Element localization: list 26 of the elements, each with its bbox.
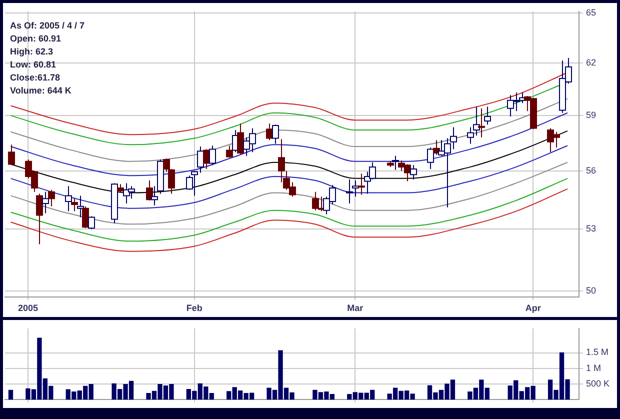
y-tick-label: 1 M bbox=[586, 362, 602, 373]
y-tick-label: 50 bbox=[586, 285, 596, 296]
x-tick-label: Apr bbox=[525, 303, 542, 314]
annotation: As Of: 2005 / 4 / 7 bbox=[10, 20, 85, 30]
line-series bbox=[10, 178, 568, 242]
annotation: Low: 60.81 bbox=[10, 59, 56, 70]
x-tick-label: Feb bbox=[186, 303, 203, 314]
annotation: Volume: 644 K bbox=[10, 85, 72, 96]
y-tick-label: 62 bbox=[586, 58, 596, 68]
annotation: High: 62.3 bbox=[10, 46, 54, 56]
x-tick-label: Mar bbox=[347, 303, 364, 314]
y-tick-label: 1.5 M bbox=[586, 347, 609, 358]
bar bbox=[8, 390, 14, 400]
y-tick-label: 59 bbox=[586, 110, 596, 120]
line-series bbox=[10, 162, 568, 225]
y-tick-label: 500 K bbox=[586, 378, 610, 388]
line-series bbox=[10, 188, 568, 252]
line-series bbox=[10, 145, 568, 209]
y-tick-label: 56 bbox=[586, 165, 596, 176]
annotation: Open: 60.91 bbox=[10, 33, 62, 44]
line-series bbox=[10, 98, 568, 162]
annotation: Close:61.78 bbox=[10, 72, 60, 82]
line-series bbox=[10, 112, 568, 176]
x-tick-label: 2005 bbox=[18, 303, 38, 314]
y-tick-label: 53 bbox=[586, 224, 596, 234]
y-tick-label: 65 bbox=[586, 8, 596, 18]
